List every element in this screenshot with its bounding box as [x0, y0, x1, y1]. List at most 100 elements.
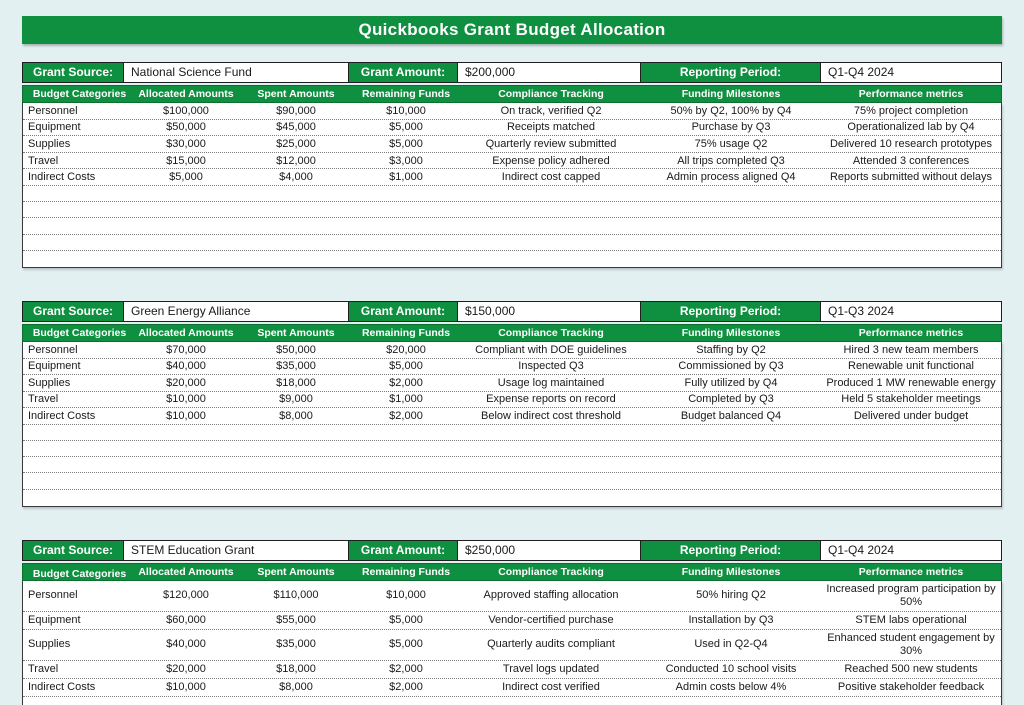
budget-category-cell[interactable]: Travel: [28, 662, 59, 675]
reporting-period-value[interactable]: Q1-Q3 2024: [820, 300, 1002, 322]
budget-category-cell[interactable]: Personnel: [28, 589, 78, 602]
data-cell[interactable]: STEM labs operational: [855, 613, 967, 626]
data-cell[interactable]: $4,000: [279, 171, 313, 184]
budget-category-cell[interactable]: Personnel: [28, 104, 78, 117]
data-cell[interactable]: $8,000: [279, 680, 313, 693]
data-cell[interactable]: Expense policy adhered: [492, 154, 610, 167]
data-cell[interactable]: $10,000: [166, 393, 206, 406]
data-cell[interactable]: Enhanced student engagement by 30%: [827, 631, 995, 657]
empty-row[interactable]: [23, 425, 1001, 442]
data-cell[interactable]: 75% project completion: [853, 104, 969, 117]
empty-row[interactable]: [23, 235, 1001, 251]
data-cell[interactable]: $110,000: [273, 589, 319, 602]
data-cell[interactable]: $45,000: [276, 121, 316, 134]
data-cell[interactable]: Admin costs below 4%: [675, 680, 787, 693]
grant-amount-value[interactable]: $200,000: [457, 62, 641, 83]
empty-row[interactable]: [23, 251, 1001, 267]
budget-category-cell[interactable]: Equipment: [28, 360, 81, 373]
data-cell[interactable]: On track, verified Q2: [500, 104, 602, 117]
grant-source-value[interactable]: Green Energy Alliance: [123, 300, 349, 322]
data-cell[interactable]: 50% hiring Q2: [696, 589, 766, 602]
data-cell[interactable]: Renewable unit functional: [848, 360, 974, 373]
data-cell[interactable]: $10,000: [386, 104, 426, 117]
data-cell[interactable]: $5,000: [389, 613, 423, 626]
reporting-period-value[interactable]: Q1-Q4 2024: [820, 539, 1002, 561]
reporting-period-value[interactable]: Q1-Q4 2024: [820, 62, 1002, 83]
data-cell[interactable]: Expense reports on record: [486, 393, 616, 406]
data-cell[interactable]: Positive stakeholder feedback: [837, 680, 985, 693]
data-cell[interactable]: $90,000: [276, 104, 316, 117]
data-cell[interactable]: $10,000: [166, 410, 206, 423]
data-cell[interactable]: $20,000: [166, 662, 206, 675]
empty-row[interactable]: [23, 441, 1001, 458]
data-cell[interactable]: Commissioned by Q3: [678, 360, 784, 373]
data-cell[interactable]: $10,000: [386, 589, 426, 602]
data-cell[interactable]: $60,000: [166, 613, 206, 626]
data-cell[interactable]: $50,000: [276, 343, 316, 356]
data-cell[interactable]: $5,000: [389, 360, 423, 373]
data-cell[interactable]: Travel logs updated: [502, 662, 600, 675]
budget-category-cell[interactable]: Travel: [28, 393, 59, 406]
data-cell[interactable]: $12,000: [276, 154, 316, 167]
data-cell[interactable]: $2,000: [389, 410, 423, 423]
data-cell[interactable]: $55,000: [276, 613, 316, 626]
data-cell[interactable]: $1,000: [389, 171, 423, 184]
data-cell[interactable]: $5,000: [169, 171, 203, 184]
budget-category-cell[interactable]: Equipment: [28, 121, 81, 134]
data-cell[interactable]: Usage log maintained: [497, 376, 605, 389]
budget-category-cell[interactable]: Indirect Costs: [28, 171, 96, 184]
data-cell[interactable]: Vendor-certified purchase: [488, 613, 614, 626]
data-cell[interactable]: Indirect cost verified: [502, 680, 600, 693]
data-cell[interactable]: Reached 500 new students: [844, 662, 978, 675]
data-cell[interactable]: Operationalized lab by Q4: [847, 121, 975, 134]
data-cell[interactable]: Held 5 stakeholder meetings: [841, 393, 981, 406]
data-cell[interactable]: Receipts matched: [506, 121, 596, 134]
empty-row[interactable]: [23, 473, 1001, 490]
data-cell[interactable]: Produced 1 MW renewable energy: [826, 376, 996, 389]
data-cell[interactable]: Below indirect cost threshold: [480, 410, 621, 423]
empty-row[interactable]: [23, 202, 1001, 219]
data-cell[interactable]: $100,000: [163, 104, 209, 117]
budget-category-cell[interactable]: Equipment: [28, 613, 81, 626]
empty-row[interactable]: [23, 186, 1001, 203]
budget-category-cell[interactable]: Indirect Costs: [28, 680, 96, 693]
data-cell[interactable]: $20,000: [386, 343, 426, 356]
data-cell[interactable]: $30,000: [166, 137, 206, 150]
data-cell[interactable]: 75% usage Q2: [694, 137, 768, 150]
empty-row[interactable]: [23, 457, 1001, 474]
data-cell[interactable]: $120,000: [163, 589, 209, 602]
data-cell[interactable]: $5,000: [389, 121, 423, 134]
data-cell[interactable]: $35,000: [276, 360, 316, 373]
data-cell[interactable]: Increased program participation by 50%: [826, 582, 996, 608]
data-cell[interactable]: Compliant with DOE guidelines: [475, 343, 627, 356]
grant-source-value[interactable]: STEM Education Grant: [123, 539, 349, 561]
budget-category-cell[interactable]: Supplies: [28, 376, 71, 389]
data-cell[interactable]: Fully utilized by Q4: [684, 376, 778, 389]
empty-row[interactable]: [23, 218, 1001, 235]
data-cell[interactable]: $20,000: [166, 376, 206, 389]
data-cell[interactable]: $70,000: [166, 343, 206, 356]
data-cell[interactable]: Budget balanced Q4: [680, 410, 782, 423]
data-cell[interactable]: $35,000: [276, 638, 316, 651]
data-cell[interactable]: $40,000: [166, 638, 206, 651]
data-cell[interactable]: Inspected Q3: [518, 360, 584, 373]
data-cell[interactable]: $9,000: [279, 393, 313, 406]
data-cell[interactable]: $25,000: [276, 137, 316, 150]
data-cell[interactable]: Attended 3 conferences: [852, 154, 970, 167]
data-cell[interactable]: $2,000: [389, 680, 423, 693]
data-cell[interactable]: $2,000: [389, 662, 423, 675]
data-cell[interactable]: All trips completed Q3: [677, 154, 785, 167]
data-cell[interactable]: Hired 3 new team members: [843, 343, 979, 356]
data-cell[interactable]: $3,000: [389, 154, 423, 167]
data-cell[interactable]: Used in Q2-Q4: [694, 638, 768, 651]
data-cell[interactable]: Delivered 10 research prototypes: [829, 137, 993, 150]
data-cell[interactable]: Quarterly review submitted: [485, 137, 617, 150]
grant-source-value[interactable]: National Science Fund: [123, 62, 349, 83]
data-cell[interactable]: $15,000: [166, 154, 206, 167]
grant-amount-value[interactable]: $150,000: [457, 300, 641, 322]
data-cell[interactable]: Delivered under budget: [853, 410, 969, 423]
data-cell[interactable]: 50% by Q2, 100% by Q4: [670, 104, 792, 117]
data-cell[interactable]: Purchase by Q3: [691, 121, 771, 134]
data-cell[interactable]: Quarterly audits compliant: [487, 638, 615, 651]
data-cell[interactable]: $2,000: [389, 376, 423, 389]
